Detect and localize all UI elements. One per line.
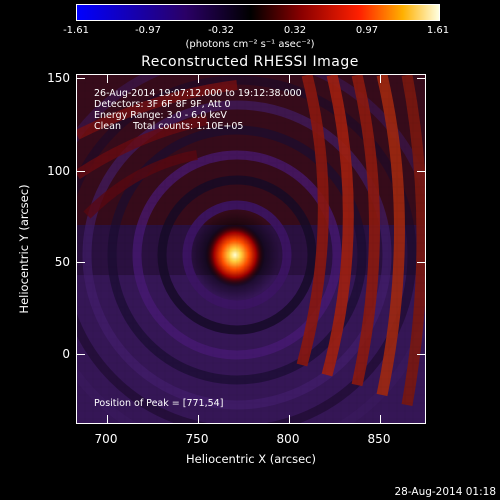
x-tick-850: 850 <box>367 432 391 446</box>
algorithm-counts-text: Clean Total counts: 1.10E+05 <box>94 121 244 132</box>
footer-timestamp: 28-Aug-2014 01:18 <box>394 486 496 498</box>
colorbar-units: (photons cm⁻² s⁻¹ asec⁻²) <box>185 39 315 50</box>
colorbar <box>76 4 440 21</box>
x-axis-label: Heliocentric X (arcsec) <box>186 452 316 466</box>
y-tick-100: 100 <box>47 164 70 178</box>
colorbar-gradient <box>77 5 439 20</box>
detectors-text: Detectors: 3F 6F 8F 9F, Att 0 <box>94 99 231 110</box>
y-tick-0: 0 <box>62 347 70 361</box>
colorbar-tick-2: -0.97 <box>135 25 161 36</box>
colorbar-tick-5: 0.97 <box>355 25 379 36</box>
x-tick-700: 700 <box>94 432 118 446</box>
image-title: Reconstructed RHESSI Image <box>141 54 359 70</box>
time-range-text: 26-Aug-2014 19:07:12.000 to 19:12:38.000 <box>94 88 302 99</box>
rhessi-image <box>77 75 425 423</box>
colorbar-tick-4: 0.32 <box>283 25 307 36</box>
x-tick-800: 800 <box>276 432 300 446</box>
y-axis-label: Heliocentric Y (arcsec) <box>17 184 31 314</box>
colorbar-tick-1: -1.61 <box>63 25 89 36</box>
x-tick-750: 750 <box>185 432 209 446</box>
colorbar-tick-6: 1.61 <box>426 25 450 36</box>
energy-range-text: Energy Range: 3.0 - 6.0 keV <box>94 110 227 121</box>
colorbar-tick-3: -0.32 <box>208 25 234 36</box>
image-plot: 26-Aug-2014 19:07:12.000 to 19:12:38.000… <box>76 74 426 424</box>
y-tick-150: 150 <box>47 71 70 85</box>
y-tick-50: 50 <box>54 255 70 269</box>
peak-position-text: Position of Peak = [771,54] <box>94 398 224 409</box>
